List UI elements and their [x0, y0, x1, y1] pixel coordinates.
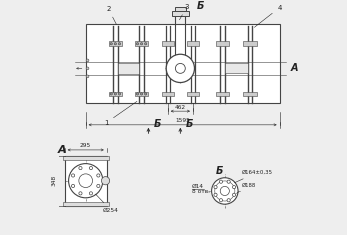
Bar	[109, 92, 122, 96]
Bar	[225, 63, 248, 73]
Text: 1595: 1595	[175, 118, 190, 123]
Circle shape	[118, 93, 121, 95]
Text: 8 отв.: 8 отв.	[192, 189, 210, 194]
Text: Б: Б	[196, 0, 204, 11]
Circle shape	[145, 93, 147, 95]
Bar	[118, 63, 139, 74]
Circle shape	[79, 174, 93, 188]
Bar	[172, 11, 189, 16]
Circle shape	[110, 43, 112, 45]
Bar	[216, 41, 229, 46]
Circle shape	[214, 193, 217, 196]
Circle shape	[220, 186, 229, 196]
Circle shape	[89, 166, 93, 170]
Circle shape	[166, 54, 194, 82]
Text: Ø254: Ø254	[95, 194, 119, 212]
Circle shape	[71, 184, 75, 188]
Text: Б: Б	[153, 119, 161, 129]
Circle shape	[227, 199, 230, 202]
Text: Б: Б	[185, 119, 193, 129]
Circle shape	[212, 178, 238, 204]
Bar	[86, 24, 280, 103]
Circle shape	[145, 43, 147, 45]
Circle shape	[114, 43, 117, 45]
Bar	[162, 41, 174, 46]
Bar	[243, 41, 257, 46]
Circle shape	[86, 75, 89, 78]
Circle shape	[141, 93, 143, 95]
Text: 4: 4	[254, 5, 282, 27]
Circle shape	[136, 93, 138, 95]
Circle shape	[71, 174, 75, 177]
Circle shape	[118, 43, 121, 45]
Circle shape	[97, 174, 100, 177]
Text: 3: 3	[179, 4, 189, 20]
Bar	[135, 41, 149, 46]
Circle shape	[232, 186, 236, 189]
Bar	[65, 156, 107, 206]
Text: Ø164±0,35: Ø164±0,35	[234, 170, 273, 183]
Circle shape	[69, 164, 103, 198]
Circle shape	[219, 180, 222, 183]
Circle shape	[97, 184, 100, 188]
Circle shape	[227, 180, 230, 183]
Text: Б: Б	[215, 166, 223, 176]
Bar	[243, 92, 257, 96]
Circle shape	[79, 166, 82, 170]
Bar	[62, 202, 109, 206]
Circle shape	[175, 63, 185, 73]
Bar	[187, 92, 198, 96]
Circle shape	[101, 177, 110, 185]
Circle shape	[86, 67, 89, 70]
Text: А: А	[290, 63, 298, 73]
Circle shape	[79, 192, 82, 195]
Text: 348: 348	[51, 175, 56, 186]
Circle shape	[136, 43, 138, 45]
Bar	[216, 92, 229, 96]
Text: 462: 462	[175, 105, 186, 110]
Text: Ø188: Ø188	[236, 182, 256, 193]
Bar	[187, 41, 198, 46]
Circle shape	[214, 186, 217, 189]
Text: Ø14: Ø14	[192, 184, 204, 189]
Circle shape	[86, 59, 89, 62]
Text: А: А	[58, 145, 67, 155]
Bar	[109, 41, 122, 46]
Circle shape	[141, 43, 143, 45]
Bar	[162, 92, 174, 96]
Text: 2: 2	[106, 6, 116, 24]
Bar	[135, 92, 149, 96]
Circle shape	[219, 199, 222, 202]
Text: 1: 1	[104, 101, 137, 126]
Circle shape	[232, 193, 236, 196]
Bar	[175, 7, 186, 11]
Circle shape	[110, 93, 112, 95]
Bar	[62, 156, 109, 160]
Text: 295: 295	[80, 143, 91, 148]
Circle shape	[114, 93, 117, 95]
Circle shape	[89, 192, 93, 195]
